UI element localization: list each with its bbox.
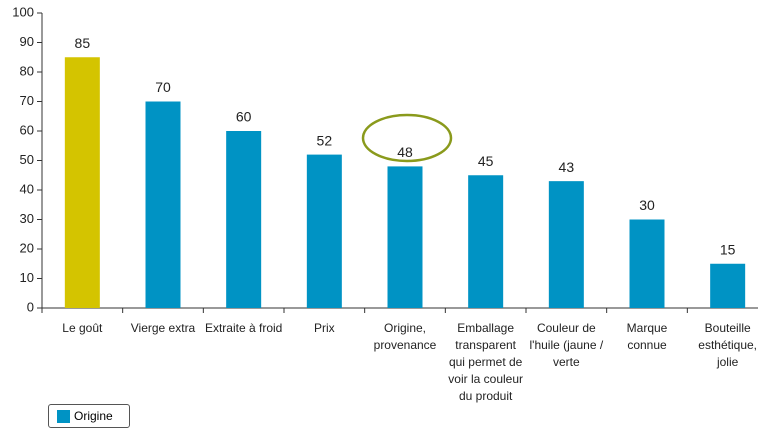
data-label: 45: [478, 153, 494, 169]
y-tick-label: 0: [27, 299, 34, 314]
y-tick-label: 50: [20, 152, 34, 167]
data-label: 15: [720, 241, 736, 257]
y-tick-label: 90: [20, 34, 34, 49]
data-label: 85: [75, 35, 91, 51]
x-tick-label: Vierge extra: [130, 321, 196, 335]
legend-label: Origine: [74, 409, 113, 423]
highlight-ellipse: [361, 113, 453, 163]
y-tick-label: 100: [12, 4, 34, 19]
x-tick-label: Origine, provenance: [373, 321, 437, 352]
y-tick-label: 40: [20, 181, 34, 196]
data-label: 70: [155, 79, 171, 95]
x-tick-label: Prix: [313, 321, 335, 335]
y-tick-label: 20: [20, 240, 34, 255]
data-label: 30: [639, 197, 655, 213]
data-label: 52: [317, 132, 333, 148]
x-tick-label: Extraite à froid: [204, 321, 283, 335]
bar: [468, 175, 504, 308]
x-tick-label: Emballage transparent qui permet de voir…: [448, 321, 523, 403]
y-tick-label: 30: [20, 211, 34, 226]
data-label: 48: [397, 144, 413, 160]
bar: [387, 166, 423, 308]
bar: [710, 263, 746, 308]
bar: [64, 57, 100, 308]
legend-swatch: [57, 409, 70, 423]
x-tick-label: Le goût: [62, 321, 103, 335]
data-label: 60: [236, 109, 252, 125]
legend: Origine: [48, 404, 130, 428]
x-tick-label: Couleur de l'huile (jaune / verte: [529, 321, 604, 369]
bar: [145, 101, 181, 308]
data-label: 43: [559, 159, 575, 175]
bar: [548, 181, 584, 308]
y-tick-label: 60: [20, 122, 34, 137]
x-tick-label: Bouteille esthétique, jolie: [698, 321, 758, 369]
bar: [306, 154, 342, 308]
y-tick-label: 10: [20, 270, 34, 285]
bar: [629, 219, 665, 308]
y-tick-label: 70: [20, 93, 34, 108]
y-tick-label: 80: [20, 63, 34, 78]
bar: [226, 131, 262, 308]
x-tick-label: Marque connue: [626, 321, 668, 352]
